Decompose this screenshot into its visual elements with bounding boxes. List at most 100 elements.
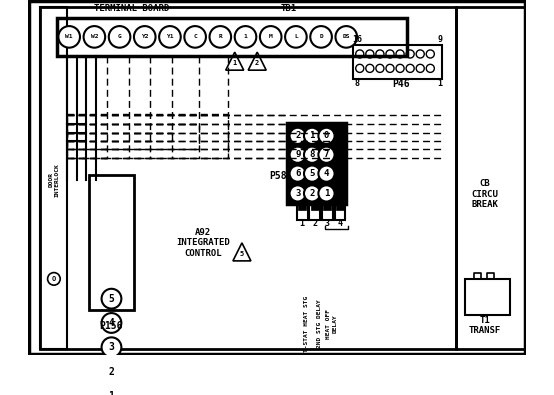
Text: O: O <box>52 276 56 282</box>
Text: DS: DS <box>342 34 350 40</box>
Bar <box>287 123 346 204</box>
Text: 4: 4 <box>109 318 115 328</box>
Circle shape <box>285 26 307 48</box>
Circle shape <box>396 50 404 58</box>
Text: 1: 1 <box>309 132 315 140</box>
Circle shape <box>416 64 424 72</box>
Text: 16: 16 <box>352 35 362 44</box>
Bar <box>456 7 526 349</box>
Text: 2: 2 <box>309 189 315 198</box>
Text: HEAT OFF
DELAY: HEAT OFF DELAY <box>326 309 337 339</box>
Circle shape <box>376 50 384 58</box>
Text: 3: 3 <box>109 342 115 352</box>
Circle shape <box>290 147 306 163</box>
Circle shape <box>319 185 335 201</box>
Circle shape <box>406 50 414 58</box>
Circle shape <box>290 128 306 144</box>
Bar <box>324 199 331 210</box>
Circle shape <box>84 26 105 48</box>
Circle shape <box>159 26 181 48</box>
Text: 2ND STG DELAY: 2ND STG DELAY <box>317 299 322 348</box>
Circle shape <box>290 166 306 182</box>
Text: 1: 1 <box>109 391 115 395</box>
Circle shape <box>304 147 320 163</box>
Circle shape <box>366 64 374 72</box>
Text: R: R <box>218 34 222 40</box>
Text: Y2: Y2 <box>141 34 148 40</box>
Text: 1: 1 <box>233 60 237 66</box>
Text: T-STAT HEAT STG: T-STAT HEAT STG <box>304 296 309 352</box>
Circle shape <box>319 128 335 144</box>
Circle shape <box>184 26 206 48</box>
Text: 5: 5 <box>309 169 315 178</box>
Text: 3: 3 <box>295 189 300 198</box>
Bar <box>322 196 333 220</box>
Circle shape <box>319 166 335 182</box>
Circle shape <box>101 313 121 333</box>
Text: 1: 1 <box>437 79 442 88</box>
Text: 1: 1 <box>244 34 248 40</box>
Circle shape <box>426 64 434 72</box>
Circle shape <box>356 50 364 58</box>
Bar <box>311 199 319 210</box>
Circle shape <box>109 26 130 48</box>
Text: 8: 8 <box>355 79 360 88</box>
Bar <box>335 196 345 220</box>
Circle shape <box>386 50 394 58</box>
Circle shape <box>416 50 424 58</box>
Text: G: G <box>117 34 121 40</box>
Circle shape <box>406 64 414 72</box>
Circle shape <box>304 166 320 182</box>
Text: 6: 6 <box>295 169 300 178</box>
Text: 5: 5 <box>240 251 244 257</box>
Text: 1: 1 <box>300 218 305 228</box>
Bar <box>297 196 307 220</box>
Circle shape <box>386 64 394 72</box>
Bar <box>298 199 306 210</box>
Text: W1: W1 <box>65 34 73 40</box>
Text: 8: 8 <box>309 150 315 159</box>
Circle shape <box>290 185 306 201</box>
Text: 2: 2 <box>295 132 300 140</box>
Text: 7: 7 <box>324 150 329 159</box>
Circle shape <box>134 26 156 48</box>
Bar <box>465 279 510 315</box>
Circle shape <box>304 185 320 201</box>
Text: C: C <box>193 34 197 40</box>
Text: M: M <box>269 34 273 40</box>
Text: W2: W2 <box>91 34 98 40</box>
Circle shape <box>336 26 357 48</box>
Bar <box>40 7 68 349</box>
Circle shape <box>304 128 320 144</box>
Circle shape <box>209 26 231 48</box>
Text: 9: 9 <box>295 150 300 159</box>
Bar <box>336 199 344 210</box>
Bar <box>309 196 320 220</box>
Circle shape <box>356 64 364 72</box>
Circle shape <box>319 147 335 163</box>
Text: P58: P58 <box>269 171 287 181</box>
Circle shape <box>396 64 404 72</box>
Circle shape <box>48 273 60 285</box>
Text: 2: 2 <box>109 367 115 376</box>
Text: P46: P46 <box>392 79 410 88</box>
Text: DOOR
INTERLOCK: DOOR INTERLOCK <box>49 163 59 197</box>
Circle shape <box>260 26 281 48</box>
Circle shape <box>366 50 374 58</box>
Text: L: L <box>294 34 297 40</box>
Text: D: D <box>319 34 323 40</box>
Text: T1
TRANSF: T1 TRANSF <box>469 316 501 335</box>
Circle shape <box>376 64 384 72</box>
Text: 0: 0 <box>324 132 329 140</box>
Text: TB1: TB1 <box>281 4 297 13</box>
Circle shape <box>426 50 434 58</box>
Text: 9: 9 <box>437 35 442 44</box>
Text: A92
INTEGRATED
CONTROL: A92 INTEGRATED CONTROL <box>176 228 230 258</box>
Circle shape <box>101 362 121 382</box>
Text: 4: 4 <box>337 218 342 228</box>
Circle shape <box>235 26 257 48</box>
Text: CB
CIRCU
BREAK: CB CIRCU BREAK <box>471 179 498 209</box>
Text: 4: 4 <box>324 169 329 178</box>
Bar <box>89 175 134 310</box>
Bar <box>40 7 456 349</box>
